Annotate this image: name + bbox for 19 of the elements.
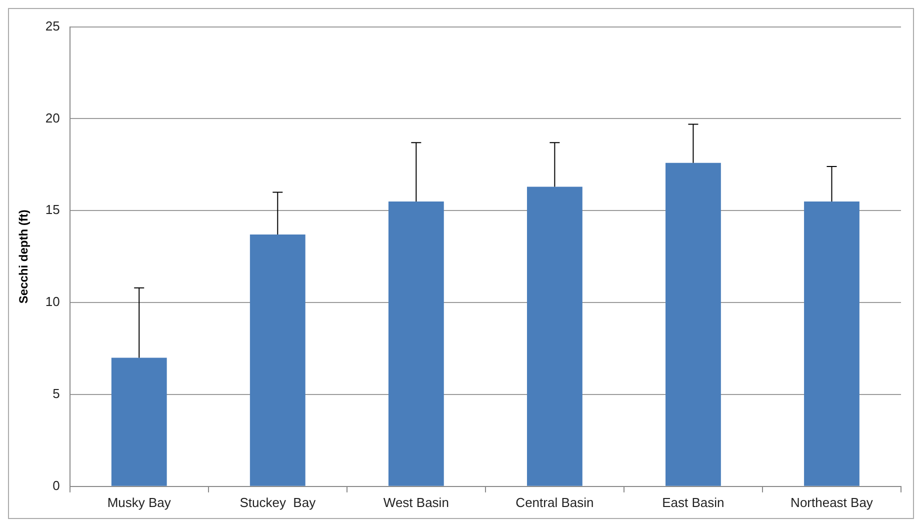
- y-tick-label: 20: [45, 110, 60, 126]
- x-tick-label: Stuckey Bay: [240, 494, 316, 510]
- x-tick-label: East Basin: [662, 494, 724, 510]
- y-tick-label: 15: [45, 202, 60, 218]
- bar: [804, 201, 860, 486]
- x-tick-label: Musky Bay: [107, 494, 172, 510]
- y-axis-title: Secchi depth (ft): [16, 210, 31, 304]
- bar: [666, 162, 721, 486]
- y-tick-label: 25: [45, 18, 60, 34]
- bar: [526, 186, 582, 486]
- x-tick-label: West Basin: [383, 494, 449, 510]
- y-tick-label: 0: [52, 478, 60, 493]
- x-tick-label: Northeast Bay: [790, 494, 874, 510]
- bar: [388, 201, 444, 486]
- y-tick-label: 10: [45, 294, 60, 310]
- x-tick-label: Central Basin: [516, 494, 594, 510]
- bar: [250, 234, 306, 486]
- bar: [111, 358, 167, 486]
- y-tick-label: 5: [52, 386, 60, 402]
